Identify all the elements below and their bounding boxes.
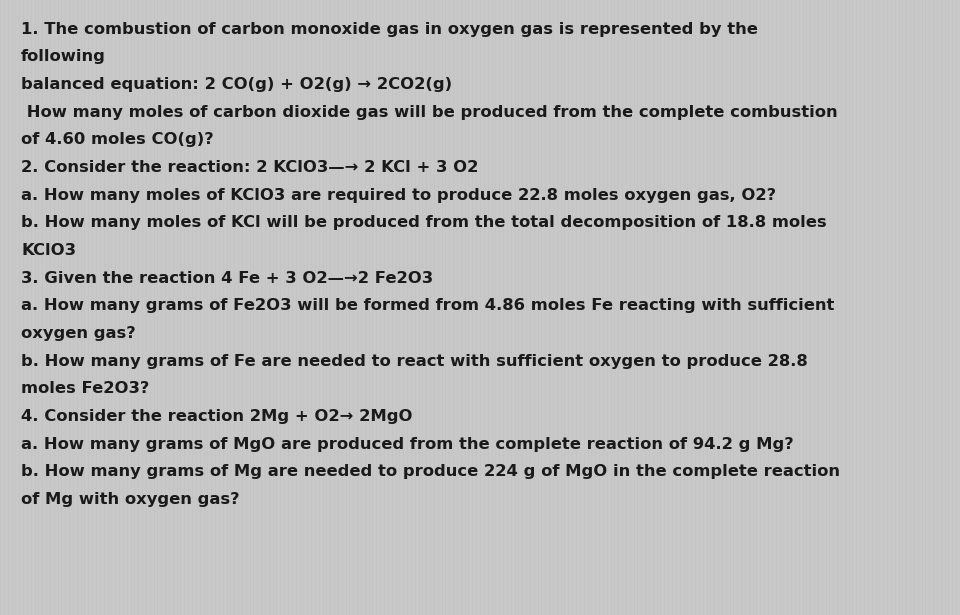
Text: 1. The combustion of carbon monoxide gas in oxygen gas is represented by the: 1. The combustion of carbon monoxide gas… [21,22,758,36]
Text: b. How many grams of Fe are needed to react with sufficient oxygen to produce 28: b. How many grams of Fe are needed to re… [21,354,808,368]
Text: moles Fe2O3?: moles Fe2O3? [21,381,150,396]
Text: KClO3: KClO3 [21,243,76,258]
Text: b. How many grams of Mg are needed to produce 224 g of MgO in the complete react: b. How many grams of Mg are needed to pr… [21,464,840,479]
Text: of Mg with oxygen gas?: of Mg with oxygen gas? [21,492,240,507]
Text: oxygen gas?: oxygen gas? [21,326,136,341]
Text: b. How many moles of KCl will be produced from the total decomposition of 18.8 m: b. How many moles of KCl will be produce… [21,215,827,230]
Text: How many moles of carbon dioxide gas will be produced from the complete combusti: How many moles of carbon dioxide gas wil… [21,105,838,119]
Text: following: following [21,49,106,64]
Text: a. How many moles of KClO3 are required to produce 22.8 moles oxygen gas, O2?: a. How many moles of KClO3 are required … [21,188,777,202]
Text: a. How many grams of Fe2O3 will be formed from 4.86 moles Fe reacting with suffi: a. How many grams of Fe2O3 will be forme… [21,298,834,313]
Text: a. How many grams of MgO are produced from the complete reaction of 94.2 g Mg?: a. How many grams of MgO are produced fr… [21,437,794,451]
Text: 3. Given the reaction 4 Fe + 3 O2—→2 Fe2O3: 3. Given the reaction 4 Fe + 3 O2—→2 Fe2… [21,271,433,285]
Text: of 4.60 moles CO(g)?: of 4.60 moles CO(g)? [21,132,214,147]
Text: 4. Consider the reaction 2Mg + O2→ 2MgO: 4. Consider the reaction 2Mg + O2→ 2MgO [21,409,413,424]
Text: 2. Consider the reaction: 2 KClO3—→ 2 KCl + 3 O2: 2. Consider the reaction: 2 KClO3—→ 2 KC… [21,160,478,175]
Text: balanced equation: 2 CO(g) + O2(g) → 2CO2(g): balanced equation: 2 CO(g) + O2(g) → 2CO… [21,77,452,92]
